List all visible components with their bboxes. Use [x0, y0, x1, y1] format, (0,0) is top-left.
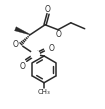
Text: O: O — [56, 30, 61, 39]
Text: O: O — [13, 40, 19, 49]
Text: O: O — [45, 5, 51, 14]
Text: S: S — [32, 50, 38, 59]
Text: O: O — [19, 62, 25, 71]
Polygon shape — [14, 27, 30, 35]
Text: O: O — [49, 44, 54, 53]
Circle shape — [31, 50, 39, 59]
Text: CH₃: CH₃ — [38, 89, 50, 95]
